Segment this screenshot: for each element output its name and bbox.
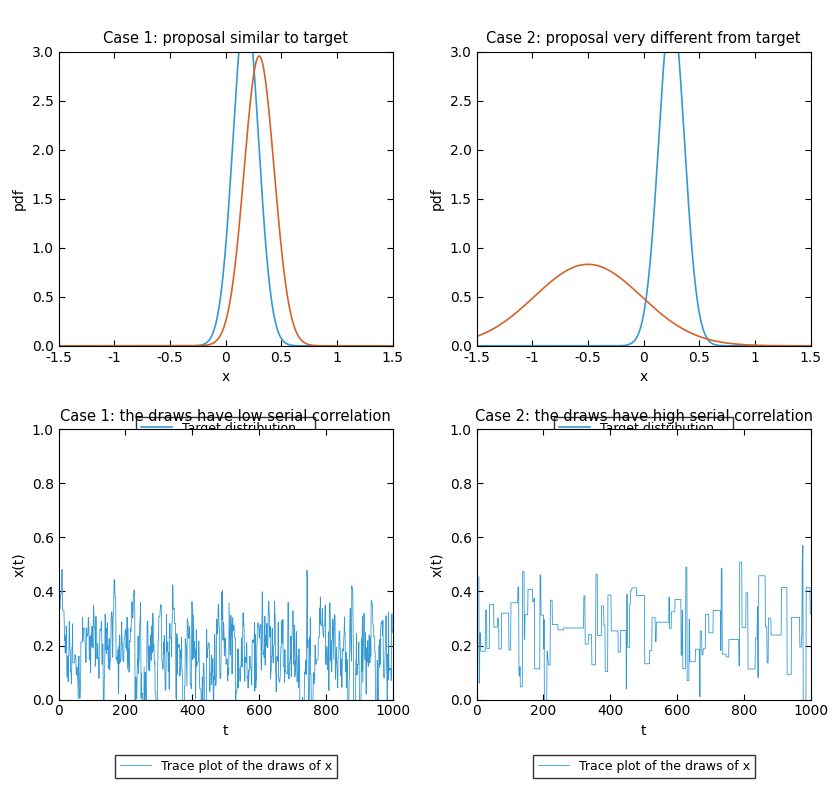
- Proposal distribution: [701, 334, 711, 343]
- Target distribution: [189, 341, 199, 351]
- Proposal distribution: [607, 267, 617, 277]
- Target distribution: [201, 339, 211, 348]
- Line: Proposal distribution: Proposal distribution: [59, 56, 393, 346]
- Target distribution: [701, 332, 711, 342]
- Proposal distribution: [201, 340, 211, 350]
- Title: Case 1: the draws have low serial correlation: Case 1: the draws have low serial correl…: [60, 409, 391, 424]
- Target distribution: [607, 341, 617, 351]
- Trace plot of the draws of x: [506, 646, 516, 655]
- Legend: Trace plot of the draws of x: Trace plot of the draws of x: [533, 754, 755, 778]
- Trace plot of the draws of x: [472, 573, 482, 583]
- Target distribution: [283, 339, 293, 349]
- Target distribution: [506, 341, 516, 351]
- Line: Trace plot of the draws of x: Trace plot of the draws of x: [59, 569, 393, 739]
- Proposal distribution: [472, 332, 482, 341]
- Line: Proposal distribution: Proposal distribution: [477, 264, 811, 346]
- Proposal distribution: [506, 312, 516, 322]
- Trace plot of the draws of x: [371, 735, 381, 744]
- Line: Target distribution: Target distribution: [477, 6, 811, 346]
- Trace plot of the draws of x: [189, 653, 199, 663]
- Trace plot of the draws of x: [701, 610, 711, 619]
- Line: Target distribution: Target distribution: [59, 6, 393, 346]
- Target distribution: [472, 341, 482, 351]
- Proposal distribution: [388, 341, 398, 351]
- Y-axis label: pdf: pdf: [430, 188, 444, 210]
- X-axis label: t: t: [641, 724, 646, 738]
- Target distribution: [806, 341, 816, 351]
- Proposal distribution: [583, 259, 593, 269]
- Proposal distribution: [321, 341, 331, 351]
- X-axis label: x: x: [640, 370, 648, 384]
- Trace plot of the draws of x: [798, 705, 808, 715]
- Target distribution: [619, 341, 629, 351]
- Target distribution: [241, 1, 251, 10]
- Proposal distribution: [806, 341, 816, 351]
- Trace plot of the draws of x: [54, 600, 64, 610]
- Title: Case 1: proposal similar to target: Case 1: proposal similar to target: [103, 31, 349, 46]
- Proposal distribution: [54, 341, 64, 351]
- Legend: Target distribution, Proposal distribution: Target distribution, Proposal distributi…: [136, 417, 315, 459]
- Y-axis label: x(t): x(t): [430, 553, 444, 576]
- Trace plot of the draws of x: [806, 609, 816, 619]
- X-axis label: x: x: [222, 370, 230, 384]
- Proposal distribution: [619, 276, 630, 285]
- Proposal distribution: [189, 341, 199, 351]
- Trace plot of the draws of x: [320, 600, 330, 610]
- Target distribution: [314, 341, 324, 351]
- Proposal distribution: [254, 52, 264, 61]
- Legend: Trace plot of the draws of x: Trace plot of the draws of x: [115, 754, 337, 778]
- Target distribution: [88, 341, 98, 351]
- Trace plot of the draws of x: [314, 633, 324, 642]
- Trace plot of the draws of x: [88, 643, 98, 653]
- Proposal distribution: [283, 297, 293, 307]
- Trace plot of the draws of x: [201, 717, 211, 727]
- Y-axis label: pdf: pdf: [12, 188, 26, 210]
- Trace plot of the draws of x: [57, 564, 67, 574]
- Trace plot of the draws of x: [283, 598, 293, 607]
- X-axis label: t: t: [223, 724, 228, 738]
- Line: Trace plot of the draws of x: Trace plot of the draws of x: [477, 545, 811, 710]
- Target distribution: [321, 341, 331, 351]
- Legend: Target distribution, Proposal distribution: Target distribution, Proposal distributi…: [554, 417, 733, 459]
- Trace plot of the draws of x: [607, 626, 617, 636]
- Title: Case 2: proposal very different from target: Case 2: proposal very different from tar…: [487, 31, 801, 46]
- Proposal distribution: [88, 341, 98, 351]
- Y-axis label: x(t): x(t): [12, 553, 26, 576]
- Trace plot of the draws of x: [388, 627, 398, 637]
- Trace plot of the draws of x: [738, 622, 748, 632]
- Trace plot of the draws of x: [798, 541, 808, 550]
- Proposal distribution: [732, 339, 742, 349]
- Proposal distribution: [739, 340, 749, 350]
- Trace plot of the draws of x: [619, 626, 629, 635]
- Target distribution: [739, 341, 749, 351]
- Target distribution: [666, 1, 676, 10]
- Proposal distribution: [314, 341, 324, 351]
- Title: Case 2: the draws have high serial correlation: Case 2: the draws have high serial corre…: [475, 409, 813, 424]
- Target distribution: [54, 341, 64, 351]
- Trace plot of the draws of x: [732, 634, 742, 644]
- Target distribution: [388, 341, 398, 351]
- Target distribution: [732, 341, 742, 351]
